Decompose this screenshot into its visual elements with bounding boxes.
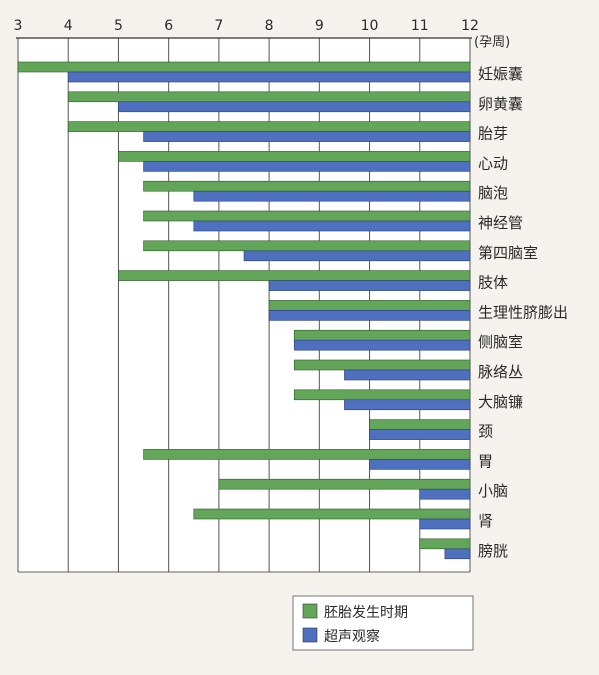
bar-embryo — [293, 359, 471, 371]
bar-embryo — [143, 180, 471, 192]
legend-swatch-blue — [302, 627, 318, 643]
bar-ultrasound — [193, 220, 471, 232]
bar-ultrasound — [243, 250, 471, 262]
bar-embryo — [293, 389, 471, 401]
category-label: 妊娠囊 — [478, 65, 523, 83]
bar-ultrasound — [419, 518, 471, 530]
x-tick-label: 7 — [214, 18, 223, 34]
x-tick-label: 8 — [265, 18, 274, 34]
category-label: 卵黄囊 — [478, 95, 523, 113]
category-label: 大脑镰 — [478, 393, 523, 411]
bar-ultrasound — [369, 459, 471, 470]
legend-swatch-green — [302, 603, 318, 619]
bar-embryo — [143, 240, 471, 252]
x-tick-label: 4 — [64, 18, 73, 34]
bar-embryo — [143, 210, 471, 222]
bar-ultrasound — [143, 131, 471, 142]
legend-label-embryo: 胚胎发生时期 — [324, 605, 408, 621]
x-tick-label: 11 — [411, 18, 429, 34]
bar-embryo — [268, 300, 471, 311]
x-tick-label: 3 — [14, 18, 23, 34]
bar-ultrasound — [369, 429, 471, 440]
x-tick-label: 12 — [461, 18, 479, 34]
bar-ultrasound — [268, 310, 471, 321]
axis-layer: (孕周) 3 4 5 6 7 8 9 10 11 12 — [14, 18, 510, 573]
x-tick-label: 10 — [361, 18, 379, 34]
category-label-layer: 妊娠囊卵黄囊胎芽心动脑泡神经管第四脑室肢体生理性脐膨出侧脑室脉络丛大脑镰颈胃小脑… — [478, 65, 568, 560]
legend-label-ultrasound: 超声观察 — [324, 628, 380, 645]
bar-ultrasound — [67, 71, 471, 83]
category-label: 肾 — [478, 512, 493, 530]
bar-embryo — [143, 449, 471, 460]
bar-embryo — [67, 121, 471, 132]
x-unit-label: (孕周) — [474, 35, 510, 50]
bar-embryo — [193, 508, 471, 520]
category-label: 颈 — [478, 423, 493, 441]
legend: 胚胎发生时期 超声观察 — [292, 595, 474, 651]
bar-ultrasound — [268, 280, 471, 291]
bar-embryo — [17, 61, 471, 73]
x-tick-label: 9 — [315, 18, 324, 34]
category-label: 肢体 — [478, 274, 508, 292]
bar-ultrasound — [344, 369, 471, 381]
bar-ultrasound — [344, 399, 471, 411]
category-label: 膀胱 — [478, 542, 508, 560]
bar-embryo — [218, 478, 471, 490]
bar-embryo — [293, 329, 471, 341]
category-label: 生理性脐膨出 — [478, 303, 568, 321]
bar-embryo — [118, 270, 471, 281]
bar-ultrasound — [293, 339, 471, 351]
category-label: 神经管 — [478, 214, 523, 232]
category-label: 第四脑室 — [478, 244, 538, 262]
category-label: 胎芽 — [478, 125, 508, 143]
bar-ultrasound — [118, 101, 471, 113]
category-label: 脑泡 — [478, 184, 508, 202]
legend-box — [292, 595, 474, 651]
bar-embryo — [118, 151, 471, 162]
bar-embryo — [67, 91, 471, 103]
bar-embryo — [419, 538, 471, 550]
x-tick-label: 6 — [164, 18, 173, 34]
bar-ultrasound — [193, 190, 471, 202]
category-label: 小脑 — [478, 482, 508, 500]
x-tick-label: 5 — [114, 18, 123, 34]
bar-ultrasound — [143, 161, 471, 172]
category-label: 心动 — [478, 154, 508, 172]
bar-ultrasound — [444, 548, 471, 560]
bar-ultrasound — [419, 488, 471, 500]
category-label: 脉络丛 — [478, 363, 523, 381]
category-label: 侧脑室 — [478, 333, 523, 351]
bar-layer — [17, 61, 471, 560]
category-label: 胃 — [478, 452, 493, 470]
bar-embryo — [369, 419, 471, 430]
